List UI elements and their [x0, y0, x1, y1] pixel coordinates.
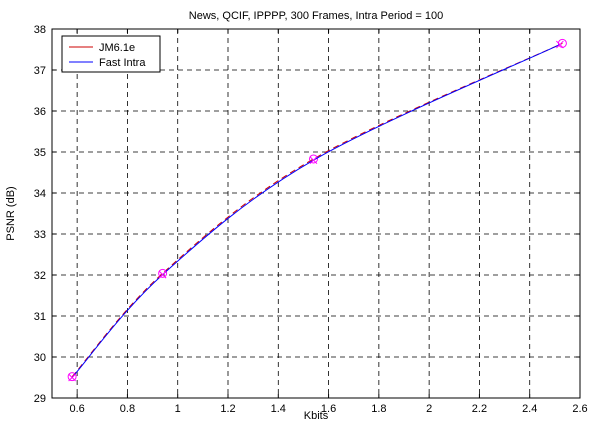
- y-tick-label: 38: [34, 24, 46, 36]
- data-point-fast-intra: [158, 270, 167, 279]
- x-tick-label: 1.4: [271, 403, 286, 415]
- legend-label-fast-intra: Fast Intra: [99, 57, 146, 69]
- data-point-jm6-1e: [308, 154, 318, 164]
- x-tick-label: 1.6: [321, 403, 336, 415]
- x-tick-label: 0.8: [120, 403, 135, 415]
- x-tick-label: 2.4: [522, 403, 537, 415]
- x-tick-label: 2.6: [572, 403, 587, 415]
- x-tick-label: 2.2: [472, 403, 487, 415]
- y-tick-label: 33: [34, 229, 46, 241]
- y-tick-label: 30: [34, 352, 46, 364]
- y-tick-label: 34: [34, 188, 46, 200]
- series-line-fast-intra: [71, 44, 561, 378]
- x-tick-label: 2: [426, 403, 432, 415]
- x-axis-label: Kbits: [304, 410, 329, 422]
- data-point-jm6-1e: [158, 268, 168, 278]
- y-tick-label: 32: [34, 270, 46, 282]
- x-tick-label: 1.2: [220, 403, 235, 415]
- data-point-fast-intra: [68, 373, 76, 382]
- axis-ticks: 0.6 0.8 1 1.2 1.4 1.6 1.8 2 2.2 2.4 2.6 29 30 31 32 33 3…: [34, 24, 588, 415]
- chart-title: News, QCIF, IPPPP, 300 Frames, Intra Per…: [189, 10, 443, 22]
- y-tick-label: 36: [34, 106, 46, 118]
- legend-box: [61, 35, 161, 73]
- y-tick-label: 37: [34, 65, 46, 77]
- x-tick-label: 1: [175, 403, 181, 415]
- data-point-fast-intra: [556, 40, 564, 49]
- legend-label-jm61e: JM6.1e: [99, 42, 135, 54]
- data-point-jm6-1e: [67, 372, 77, 382]
- y-axis-label: PSNR (dB): [5, 186, 17, 240]
- y-tick-label: 35: [34, 147, 46, 159]
- data-point-fast-intra: [309, 156, 318, 165]
- series-line-jm6-1e: [71, 42, 563, 378]
- y-tick-label: 29: [34, 393, 46, 405]
- plot-frame: [51, 28, 581, 399]
- y-tick-label: 31: [34, 311, 46, 323]
- series-fast-intra: [68, 40, 564, 382]
- x-tick-label: 1.8: [371, 403, 386, 415]
- legend: JM6.1e Fast Intra: [61, 35, 161, 73]
- x-tick-label: 0.6: [69, 403, 84, 415]
- series-lines: [67, 38, 567, 382]
- grid: [52, 29, 580, 398]
